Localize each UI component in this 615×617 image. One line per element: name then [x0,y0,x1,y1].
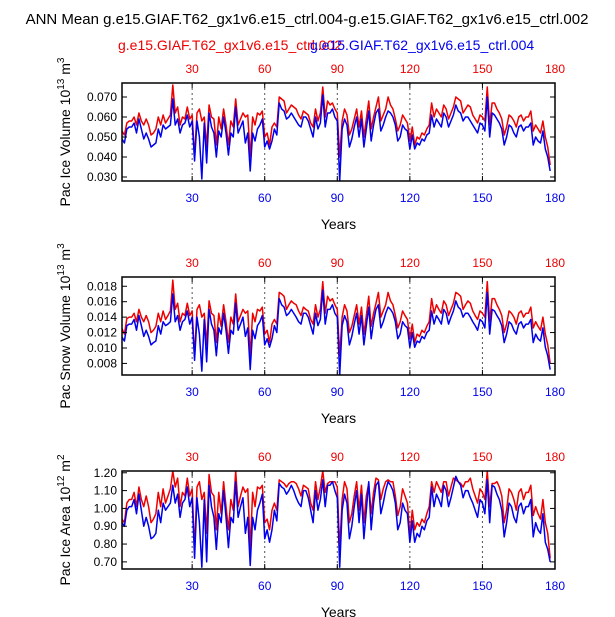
y-tick-label: 0.008 [87,356,117,370]
series-line-blue [122,94,551,181]
y-tick-label: 0.060 [87,110,117,124]
panels: 0.030 0.040 0.050 0.060 0.070 30 30 60 60 90 90 120… [56,57,565,617]
x-tick-label-top: 30 [185,62,199,76]
x-tick-label-top: 90 [331,62,345,76]
y-tick-label: 0.014 [87,310,117,324]
y-tick-label: 0.90 [94,519,118,533]
x-tick-label-top: 60 [258,62,272,76]
x-tick-label-bottom: 90 [331,579,345,593]
x-tick-label-top: 180 [545,450,565,464]
x-tick-label-bottom: 150 [472,191,492,205]
plot-frame [121,276,556,376]
y-tick-label: 0.018 [87,279,117,293]
x-tick-label-top: 150 [472,256,492,270]
legend-label-blue: g.e15.GIAF.T62_gx1v6.e15_ctrl.004 [310,37,534,53]
y-tick-label: 0.012 [87,326,117,340]
x-tick-label-bottom: 30 [185,385,199,399]
x-tick-label-bottom: 120 [400,385,420,399]
x-tick-label-bottom: 30 [185,191,199,205]
series-line-blue [122,475,551,568]
x-tick-label-bottom: 60 [258,579,272,593]
x-tick-label-bottom: 90 [331,385,345,399]
y-axis-label: Pac Snow Volume 1013 m3 [56,243,73,409]
x-tick-label-bottom: 150 [472,579,492,593]
x-tick-label-bottom: 90 [331,191,345,205]
plot-frame [121,470,556,570]
x-axis-label: Years [321,216,356,232]
x-tick-label-bottom: 180 [545,191,565,205]
x-tick-label-bottom: 120 [400,579,420,593]
y-tick-label: 1.00 [94,501,118,515]
series-line-red [122,471,551,559]
main-title: ANN Mean g.e15.GIAF.T62_gx1v6.e15_ctrl.0… [26,11,589,28]
legend-label-red: g.e15.GIAF.T62_gx1v6.e15_ctrl.002 [118,37,342,53]
panel-1: 0.030 0.040 0.050 0.060 0.070 30 30 60 60 90 90 120… [56,57,565,232]
plot-frame [121,82,556,182]
x-tick-label-bottom: 150 [472,385,492,399]
y-axis-label: Pac Ice Area 1012 m2 [56,454,73,586]
y-tick-label: 0.040 [87,150,117,164]
x-tick-label-top: 30 [185,450,199,464]
y-tick-label: 0.70 [94,555,118,569]
y-tick-label: 0.010 [87,341,117,355]
x-tick-label-top: 30 [185,256,199,270]
panel-3: 0.70 0.80 0.90 1.00 1.10 1.20 30 30 60 60 90 90 120 1… [56,450,565,617]
x-tick-label-top: 60 [258,450,272,464]
series-line-blue [122,289,551,375]
x-axis-label: Years [321,604,356,617]
x-tick-label-top: 90 [331,450,345,464]
y-tick-label: 1.20 [94,466,118,480]
y-tick-label: 0.016 [87,295,117,309]
x-tick-label-top: 180 [545,256,565,270]
x-tick-label-top: 150 [472,62,492,76]
x-tick-label-bottom: 180 [545,579,565,593]
x-tick-label-bottom: 180 [545,385,565,399]
y-axis-label: Pac Ice Volume 1013 m3 [56,57,73,206]
x-tick-label-top: 180 [545,62,565,76]
x-tick-label-top: 150 [472,450,492,464]
y-tick-label: 0.80 [94,537,118,551]
x-axis-label: Years [321,410,356,426]
x-tick-label-top: 60 [258,256,272,270]
x-tick-label-bottom: 120 [400,191,420,205]
y-tick-label: 0.030 [87,170,117,184]
x-tick-label-bottom: 60 [258,191,272,205]
y-tick-label: 1.10 [94,484,118,498]
x-tick-label-top: 120 [400,256,420,270]
x-tick-label-top: 120 [400,62,420,76]
y-tick-label: 0.070 [87,90,117,104]
x-tick-label-top: 120 [400,450,420,464]
x-tick-label-top: 90 [331,256,345,270]
x-tick-label-bottom: 60 [258,385,272,399]
y-tick-label: 0.050 [87,130,117,144]
x-tick-label-bottom: 30 [185,579,199,593]
